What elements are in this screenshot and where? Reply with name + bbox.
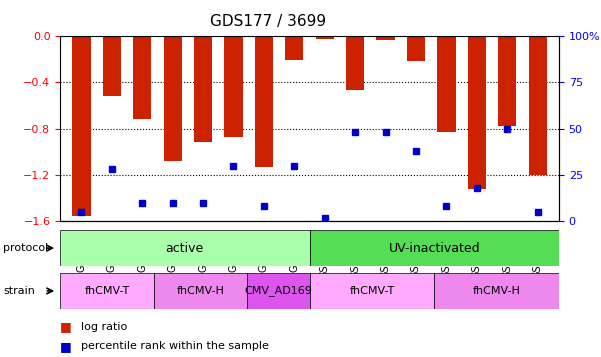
Bar <box>376 36 395 40</box>
Text: fhCMV-H: fhCMV-H <box>177 286 224 296</box>
FancyBboxPatch shape <box>310 273 434 309</box>
Bar <box>133 36 151 119</box>
Bar <box>194 36 212 142</box>
Text: percentile rank within the sample: percentile rank within the sample <box>81 341 269 351</box>
Bar <box>316 36 334 39</box>
Text: GDS177 / 3699: GDS177 / 3699 <box>210 14 326 29</box>
Text: fhCMV-H: fhCMV-H <box>472 286 520 296</box>
Text: fhCMV-T: fhCMV-T <box>349 286 394 296</box>
Bar <box>72 36 91 216</box>
FancyBboxPatch shape <box>154 273 247 309</box>
Bar <box>528 36 547 175</box>
Bar <box>438 36 456 132</box>
Text: protocol: protocol <box>3 243 48 253</box>
Text: UV-inactivated: UV-inactivated <box>388 242 480 255</box>
FancyBboxPatch shape <box>434 273 559 309</box>
Text: CMV_AD169: CMV_AD169 <box>245 286 313 296</box>
Text: fhCMV-T: fhCMV-T <box>84 286 129 296</box>
FancyBboxPatch shape <box>310 230 559 266</box>
Bar <box>224 36 243 137</box>
Bar <box>103 36 121 96</box>
Bar <box>163 36 182 161</box>
Bar <box>468 36 486 189</box>
Bar <box>255 36 273 167</box>
Text: log ratio: log ratio <box>81 322 127 332</box>
Text: ■: ■ <box>60 340 72 353</box>
FancyBboxPatch shape <box>60 273 154 309</box>
Bar <box>346 36 364 90</box>
Bar <box>407 36 425 61</box>
Bar <box>285 36 304 60</box>
FancyBboxPatch shape <box>247 273 310 309</box>
Text: strain: strain <box>3 286 35 296</box>
Text: ■: ■ <box>60 320 72 333</box>
Text: active: active <box>166 242 204 255</box>
FancyBboxPatch shape <box>60 230 310 266</box>
Bar <box>498 36 516 126</box>
